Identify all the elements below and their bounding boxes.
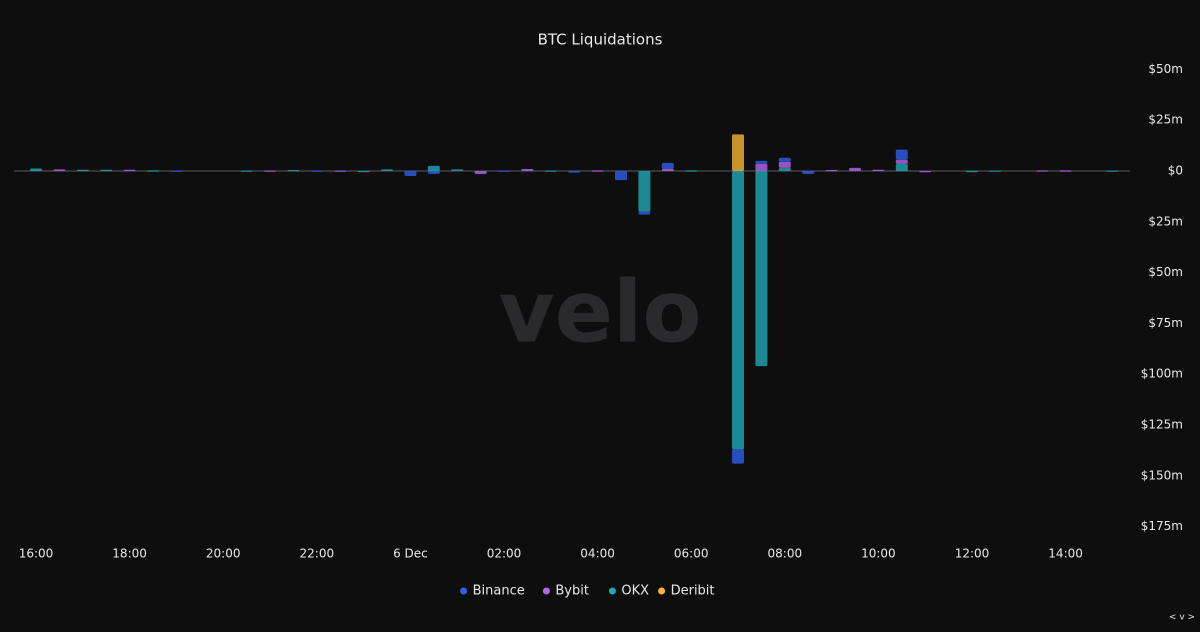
bar bbox=[802, 170, 815, 175]
bar bbox=[568, 170, 581, 173]
bar bbox=[100, 169, 113, 171]
x-tick-label: 18:00 bbox=[112, 547, 147, 561]
bar bbox=[451, 169, 464, 171]
bar bbox=[825, 169, 838, 172]
bar bbox=[778, 157, 791, 162]
bar bbox=[381, 169, 393, 171]
legend-marker bbox=[658, 587, 666, 595]
bar bbox=[240, 170, 253, 172]
legend-marker bbox=[542, 587, 550, 595]
x-tick-label: 06:00 bbox=[674, 547, 709, 561]
bar bbox=[895, 159, 908, 164]
y-tick-label: $25m bbox=[1148, 214, 1183, 228]
bar bbox=[30, 168, 42, 171]
chart-title: BTC Liquidations bbox=[538, 31, 663, 49]
legend-label: OKX bbox=[621, 584, 649, 599]
bar bbox=[778, 161, 791, 168]
y-tick-label: $0 bbox=[1168, 163, 1183, 177]
bar bbox=[895, 149, 908, 160]
x-tick-label: 08:00 bbox=[768, 547, 803, 561]
legend-label: Bybit bbox=[555, 584, 589, 599]
corner-label: < v > bbox=[1169, 613, 1195, 623]
bar bbox=[1036, 170, 1049, 172]
y-tick-label: $50m bbox=[1148, 265, 1183, 279]
bar bbox=[872, 169, 885, 171]
bar bbox=[755, 160, 768, 164]
bar bbox=[357, 170, 370, 173]
bar bbox=[287, 169, 300, 172]
bar bbox=[966, 170, 978, 173]
bar bbox=[732, 449, 744, 464]
watermark: velo bbox=[499, 262, 702, 362]
bar bbox=[778, 167, 791, 171]
bar bbox=[849, 167, 861, 171]
bar bbox=[755, 170, 768, 367]
bar bbox=[427, 165, 440, 171]
legend-label: Binance bbox=[473, 584, 525, 599]
bar bbox=[123, 169, 136, 171]
bar bbox=[661, 162, 674, 169]
x-tick-label: 14:00 bbox=[1048, 547, 1083, 561]
x-tick-label: 12:00 bbox=[955, 547, 990, 561]
bar bbox=[544, 170, 557, 172]
y-tick-label: $150m bbox=[1141, 468, 1183, 482]
x-tick-label: 20:00 bbox=[206, 547, 241, 561]
bar bbox=[591, 170, 604, 172]
legend-marker bbox=[608, 587, 616, 595]
x-tick-label: 02:00 bbox=[487, 547, 522, 561]
bar bbox=[895, 163, 908, 171]
x-tick-label: 6 Dec bbox=[393, 547, 428, 561]
bar bbox=[170, 170, 183, 172]
bar bbox=[76, 169, 89, 171]
x-tick-label: 10:00 bbox=[861, 547, 896, 561]
bar bbox=[264, 170, 276, 172]
y-tick-label: $50m bbox=[1148, 62, 1183, 76]
bar bbox=[1106, 170, 1119, 172]
y-tick-label: $100m bbox=[1141, 367, 1183, 381]
bar bbox=[638, 170, 651, 212]
bar bbox=[53, 169, 66, 171]
bar bbox=[732, 170, 744, 450]
bar bbox=[919, 170, 932, 173]
x-tick-label: 04:00 bbox=[580, 547, 615, 561]
y-tick-label: $125m bbox=[1141, 418, 1183, 432]
bar bbox=[685, 170, 698, 172]
bar bbox=[147, 170, 159, 172]
bar bbox=[310, 170, 323, 172]
bar bbox=[334, 170, 347, 172]
bar bbox=[427, 170, 440, 175]
bar bbox=[615, 170, 627, 181]
legend-marker bbox=[460, 587, 468, 595]
bar bbox=[404, 170, 417, 177]
x-tick-label: 22:00 bbox=[300, 547, 335, 561]
y-tick-label: $25m bbox=[1148, 113, 1183, 127]
bar bbox=[521, 168, 534, 171]
y-tick-label: $75m bbox=[1148, 316, 1183, 330]
x-tick-label: 16:00 bbox=[19, 547, 54, 561]
bar bbox=[474, 170, 487, 175]
bar bbox=[1059, 170, 1072, 172]
bar bbox=[498, 170, 510, 172]
bar bbox=[989, 170, 1002, 172]
bar bbox=[661, 168, 674, 171]
bar bbox=[638, 211, 651, 215]
legend-label: Deribit bbox=[671, 584, 715, 599]
bar bbox=[755, 163, 768, 171]
y-tick-label: $175m bbox=[1141, 519, 1183, 533]
bar bbox=[732, 134, 744, 171]
